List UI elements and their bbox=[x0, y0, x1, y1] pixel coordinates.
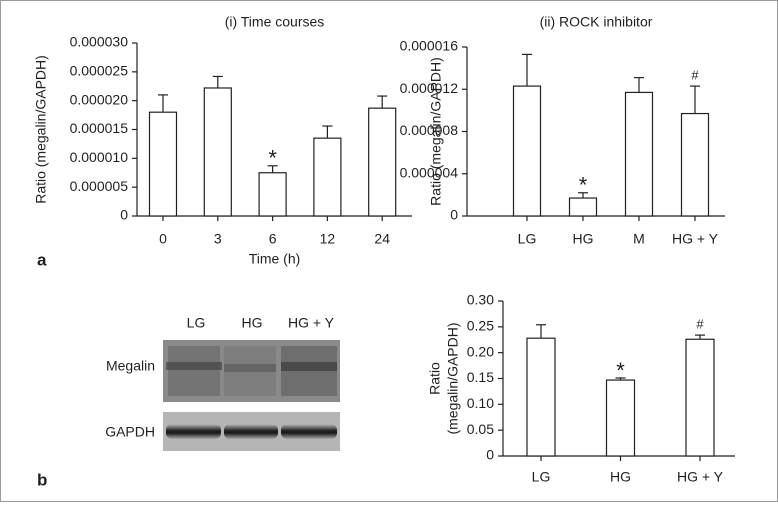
bar bbox=[368, 107, 397, 217]
y-tick-label: 0 bbox=[486, 447, 494, 463]
y-tick-label: 0.000020 bbox=[70, 91, 129, 107]
x-tick-label: 0 bbox=[159, 231, 167, 247]
y-tick-label: 0.000030 bbox=[70, 34, 129, 50]
blot-band bbox=[281, 362, 337, 371]
bar bbox=[526, 337, 556, 457]
y-tick-label: 0.000008 bbox=[400, 122, 459, 138]
x-tick-label: HG bbox=[610, 469, 631, 485]
bar bbox=[605, 379, 636, 457]
row-label: Megalin bbox=[106, 358, 155, 374]
chart-title: (i) Time courses bbox=[225, 14, 325, 30]
y-axis-title: Ratio (megalin/GAPDH) bbox=[428, 57, 444, 206]
y-tick-label: 0.10 bbox=[467, 395, 494, 411]
significance-mark: # bbox=[696, 317, 704, 332]
y-tick-label: 0.000005 bbox=[70, 178, 129, 194]
panel-label: a bbox=[37, 250, 47, 269]
y-tick-label: 0.000004 bbox=[400, 164, 459, 180]
bar bbox=[568, 197, 598, 217]
bar bbox=[203, 87, 232, 217]
bar bbox=[680, 112, 710, 217]
x-tick-label: HG + Y bbox=[677, 469, 724, 485]
x-tick-label: HG bbox=[573, 231, 594, 247]
y-tick-label: 0 bbox=[450, 207, 458, 223]
blot-band bbox=[224, 424, 278, 439]
y-tick-label: 0.15 bbox=[467, 369, 494, 385]
blot-band bbox=[166, 424, 221, 439]
blot-band bbox=[166, 362, 222, 370]
x-tick-label: 24 bbox=[374, 231, 390, 247]
y-tick-label: 0.000010 bbox=[70, 149, 129, 165]
y-tick-label: 0.20 bbox=[467, 343, 494, 359]
significance-mark: * bbox=[579, 173, 588, 198]
western-blot: LG HG HG + Y Megalin GAPDH bbox=[105, 315, 340, 451]
lane-label: LG bbox=[187, 315, 206, 331]
bar bbox=[313, 137, 342, 217]
significance-mark: * bbox=[616, 358, 625, 383]
significance-mark: # bbox=[691, 68, 699, 83]
row-label: GAPDH bbox=[105, 424, 155, 440]
x-tick-label: M bbox=[633, 231, 645, 247]
bar bbox=[512, 85, 542, 217]
blot-band bbox=[224, 364, 276, 372]
x-tick-label: 12 bbox=[320, 231, 336, 247]
x-tick-label: LG bbox=[518, 231, 537, 247]
y-tick-label: 0.25 bbox=[467, 318, 494, 334]
y-axis-title: Ratio bbox=[427, 362, 443, 395]
y-tick-label: 0.30 bbox=[467, 292, 494, 308]
x-tick-label: 3 bbox=[214, 231, 222, 247]
chart-title: (ii) ROCK inhibitor bbox=[540, 14, 653, 30]
y-axis-title: (megalin/GAPDH) bbox=[445, 322, 461, 434]
x-tick-label: 6 bbox=[269, 231, 277, 247]
x-axis-title: Time (h) bbox=[249, 251, 301, 267]
x-tick-label: LG bbox=[532, 469, 551, 485]
y-tick-label: 0.000025 bbox=[70, 63, 129, 79]
significance-mark: * bbox=[268, 146, 277, 171]
blot-band bbox=[281, 424, 337, 439]
blot-lane bbox=[168, 346, 220, 396]
bar bbox=[624, 91, 654, 217]
y-tick-label: 0.000012 bbox=[400, 80, 459, 96]
lane-label: HG bbox=[242, 315, 263, 331]
bar bbox=[258, 172, 287, 217]
y-tick-label: 0.000015 bbox=[70, 120, 129, 136]
y-tick-label: 0.05 bbox=[467, 421, 494, 437]
bar bbox=[685, 338, 715, 457]
y-tick-label: 0.000016 bbox=[400, 38, 459, 54]
bar bbox=[148, 111, 178, 217]
x-tick-label: HG + Y bbox=[672, 231, 719, 247]
y-tick-label: 0 bbox=[120, 207, 128, 223]
lane-label: HG + Y bbox=[288, 315, 335, 331]
panel-label: b bbox=[37, 470, 47, 489]
y-axis-title: Ratio (megalin/GAPDH) bbox=[33, 55, 49, 204]
